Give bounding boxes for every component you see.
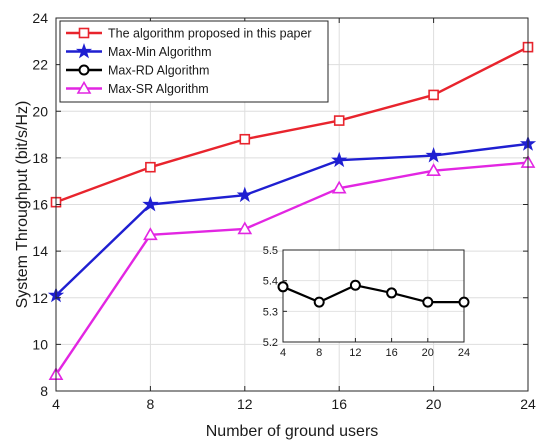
series-3-point	[237, 221, 253, 235]
inset-y-tick-label: 5.4	[263, 276, 278, 288]
x-tick-label: 24	[520, 396, 536, 412]
series-0-point	[145, 161, 156, 173]
legend-box	[59, 20, 329, 103]
y-tick-label: 14	[32, 243, 48, 259]
inset-series-point	[277, 281, 289, 293]
legend-label-2: Max-RD Algorithm	[108, 64, 209, 78]
legend-label-3: Max-SR Algorithm	[108, 82, 209, 96]
x-tick-label: 4	[52, 396, 60, 412]
inset-y-tick-label: 5.5	[263, 245, 278, 257]
inset-series-line	[282, 284, 464, 304]
legend: The algorithm proposed in this paper Max-…	[59, 20, 329, 103]
inset-x-tick-label: 8	[316, 347, 322, 359]
x-axis-label: Number of ground users	[206, 423, 379, 440]
inset-series-point	[386, 287, 398, 299]
series-line-1	[55, 142, 529, 297]
inset-x-tick-label: 12	[349, 347, 361, 359]
x-tick-label: 20	[426, 396, 442, 412]
series-1-point	[236, 186, 253, 203]
series-3-point	[143, 227, 158, 241]
y-tick-label: 8	[40, 383, 48, 399]
series-line-3	[55, 161, 529, 376]
inset-frame-border	[282, 249, 465, 343]
series-0-point	[428, 89, 439, 101]
inset-chart: 5.2 5.3 5.4 5.5 4 8 12 16 20 24	[263, 245, 470, 359]
inset-y-tick-label: 5.2	[263, 337, 278, 349]
inset-x-tick-label: 24	[458, 347, 470, 359]
inset-y-tick-label: 5.3	[263, 306, 278, 318]
inset-frame	[282, 249, 465, 343]
series-3-point	[426, 163, 441, 176]
inset-x-tick-label: 20	[422, 347, 434, 359]
inset-x-tick-label: 16	[385, 347, 397, 359]
main-series-layer	[47, 41, 537, 380]
x-tick-label: 8	[147, 396, 155, 412]
series-1-point	[142, 195, 159, 212]
legend-marker-3	[76, 80, 92, 94]
series-1-point	[331, 151, 348, 168]
inset-x-tick-label: 4	[280, 347, 286, 359]
inset-series-point	[313, 296, 325, 308]
y-tick-label: 12	[32, 290, 48, 306]
y-tick-label: 18	[32, 150, 48, 166]
legend-marker-0	[78, 27, 90, 39]
y-tick-label: 10	[32, 336, 48, 352]
y-tick-label: 22	[32, 57, 48, 73]
legend-label-1: Max-Min Algorithm	[108, 45, 212, 59]
series-0-point	[239, 133, 251, 145]
series-1-point	[425, 147, 442, 163]
legend-label-0: The algorithm proposed in this paper	[108, 27, 312, 41]
legend-marker-2	[78, 64, 90, 76]
series-line-0	[55, 46, 529, 204]
y-tick-label: 16	[32, 197, 48, 213]
y-tick-label: 20	[32, 103, 48, 119]
y-axis-label: System Throughput (bit/s/Hz)	[14, 101, 31, 309]
inset-series-point	[422, 296, 434, 308]
series-3-point	[331, 180, 347, 194]
x-tick-label: 16	[331, 396, 347, 412]
legend-marker-1	[75, 42, 93, 59]
inset-series-point	[458, 296, 470, 308]
series-0-point	[333, 115, 345, 126]
y-tick-label: 24	[32, 10, 48, 26]
inset-series-point	[349, 279, 361, 291]
x-tick-label: 12	[237, 396, 253, 412]
